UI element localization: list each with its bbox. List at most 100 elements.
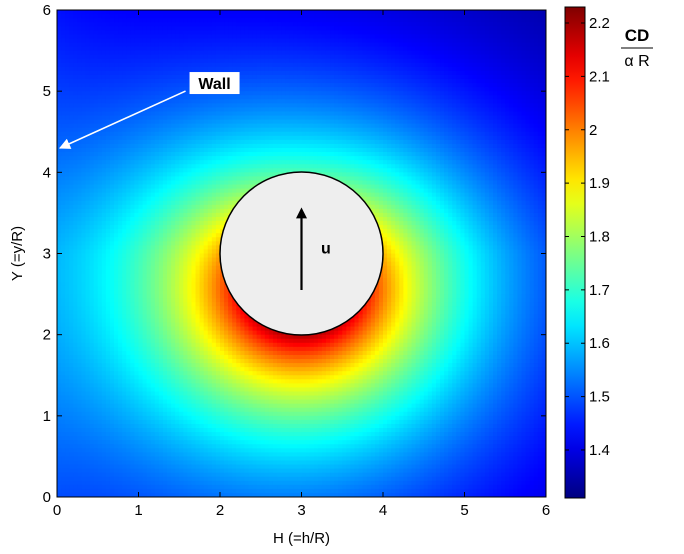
field-cell [89, 273, 95, 279]
field-cell [183, 143, 188, 149]
field-cell [93, 399, 99, 405]
field-cell [220, 346, 225, 352]
field-cell [126, 367, 131, 372]
field-cell [65, 184, 70, 190]
field-cell [142, 87, 148, 92]
field-cell [122, 423, 127, 429]
field-cell [109, 387, 115, 393]
field-cell [61, 58, 66, 64]
field-cell [57, 419, 62, 425]
field-cell [146, 290, 152, 295]
field-cell [97, 70, 103, 76]
field-cell [162, 452, 168, 458]
field-cell [77, 30, 83, 35]
field-cell [158, 257, 164, 263]
field-cell [220, 66, 225, 72]
field-cell [118, 10, 123, 15]
field-cell [114, 432, 119, 437]
field-cell [162, 403, 168, 409]
field-cell [126, 444, 131, 449]
field-cell [97, 403, 103, 409]
field-cell [122, 147, 127, 153]
field-cell [130, 367, 136, 372]
field-cell [65, 152, 70, 157]
field-cell [146, 26, 152, 31]
field-cell [105, 476, 111, 482]
field-cell [89, 387, 95, 393]
field-cell [114, 464, 119, 470]
field-cell [65, 208, 70, 214]
field-cell [69, 363, 74, 368]
field-cell [207, 290, 213, 295]
field-cell [171, 208, 176, 214]
field-cell [89, 326, 95, 332]
field-cell [215, 310, 221, 315]
field-cell [97, 66, 103, 72]
field-cell [167, 452, 172, 458]
field-cell [65, 107, 70, 113]
field-cell [77, 277, 83, 283]
field-cell [187, 484, 193, 490]
field-cell [77, 298, 83, 303]
field-cell [61, 123, 66, 129]
field-cell [167, 302, 172, 307]
field-cell [118, 472, 123, 478]
field-cell [130, 326, 136, 332]
field-cell [130, 176, 136, 182]
field-cell [203, 38, 209, 44]
field-cell [162, 83, 168, 88]
field-cell [150, 415, 156, 421]
field-cell [97, 216, 103, 222]
field-cell [130, 245, 136, 251]
field-cell [220, 423, 225, 429]
field-cell [167, 229, 172, 234]
field-cell [109, 310, 115, 315]
field-cell [138, 229, 144, 234]
field-cell [57, 432, 62, 437]
field-cell [207, 375, 213, 380]
field-cell [220, 50, 225, 56]
field-cell [126, 50, 131, 56]
field-cell [85, 346, 91, 352]
field-cell [118, 249, 123, 255]
field-cell [154, 192, 160, 198]
field-cell [134, 66, 140, 72]
field-cell [146, 216, 152, 222]
field-cell [179, 119, 184, 125]
field-cell [93, 476, 99, 482]
field-cell [126, 302, 131, 307]
field-cell [73, 95, 78, 100]
field-cell [114, 103, 119, 108]
field-cell [81, 200, 87, 206]
field-cell [171, 253, 176, 259]
field-cell [61, 383, 66, 389]
field-cell [175, 143, 180, 149]
field-cell [130, 237, 136, 242]
field-cell [89, 277, 95, 283]
field-cell [154, 318, 160, 324]
field-cell [118, 415, 123, 421]
field-cell [81, 472, 87, 478]
field-cell [142, 322, 148, 328]
field-cell [154, 95, 160, 100]
field-cell [97, 139, 103, 145]
field-cell [130, 131, 136, 137]
field-cell [211, 46, 217, 52]
field-cell [73, 30, 78, 35]
field-cell [150, 131, 156, 137]
field-cell [61, 99, 66, 104]
field-cell [150, 111, 156, 117]
field-cell [171, 273, 176, 279]
field-cell [109, 395, 115, 401]
field-cell [134, 346, 140, 352]
field-cell [175, 38, 180, 44]
field-cell [122, 464, 127, 470]
field-cell [167, 428, 172, 433]
field-cell [122, 448, 127, 453]
field-cell [146, 257, 152, 263]
field-cell [195, 346, 201, 352]
field-cell [195, 66, 201, 72]
field-cell [134, 444, 140, 449]
field-cell [57, 115, 62, 121]
field-cell [77, 367, 83, 372]
